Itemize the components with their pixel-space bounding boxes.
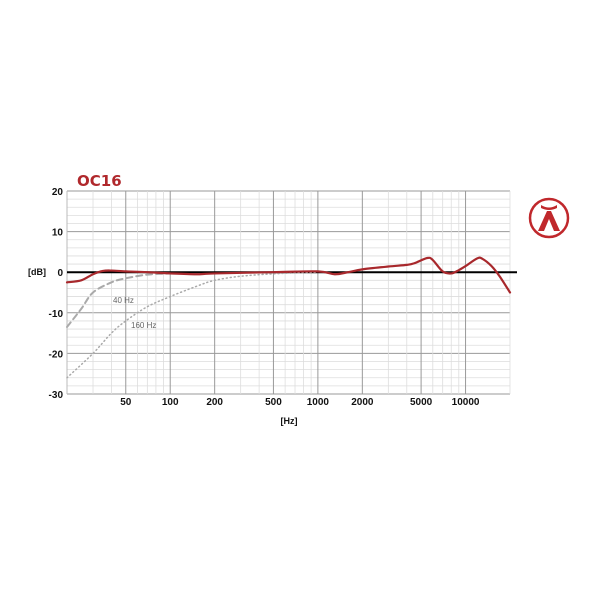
x-axis-label: [Hz]	[281, 416, 298, 426]
x-tick-label: 200	[206, 397, 223, 408]
x-tick-label: 500	[265, 397, 282, 408]
y-axis-label: [dB]	[28, 267, 46, 277]
y-tick-label: -20	[49, 349, 64, 360]
x-tick-label: 10000	[452, 397, 480, 408]
x-tick-label: 100	[162, 397, 179, 408]
response-curve	[65, 256, 512, 294]
y-tick-label: -30	[49, 390, 64, 401]
y-tick-label: 10	[52, 228, 64, 239]
tick-labels: 50 100 200 500 1000 2000 5000 1000020100-10-20-…	[49, 187, 480, 408]
x-tick-label: 5000	[410, 397, 433, 408]
y-tick-label: -10	[49, 309, 64, 320]
chart-title: OC16	[77, 172, 122, 190]
series	[65, 256, 512, 379]
lowcut-curve-40hz	[66, 272, 172, 329]
lambda-logo-icon	[528, 197, 570, 239]
x-tick-label: 2000	[351, 397, 374, 408]
annotation-160hz: 160 Hz	[131, 321, 156, 330]
grid	[66, 190, 517, 395]
lowcut-curve-160hz	[66, 271, 319, 379]
y-tick-label: 20	[52, 187, 64, 198]
x-tick-label: 50	[120, 397, 132, 408]
y-tick-label: 0	[57, 268, 63, 279]
annotation-40hz: 40 Hz	[113, 296, 134, 305]
x-tick-label: 1000	[307, 397, 330, 408]
